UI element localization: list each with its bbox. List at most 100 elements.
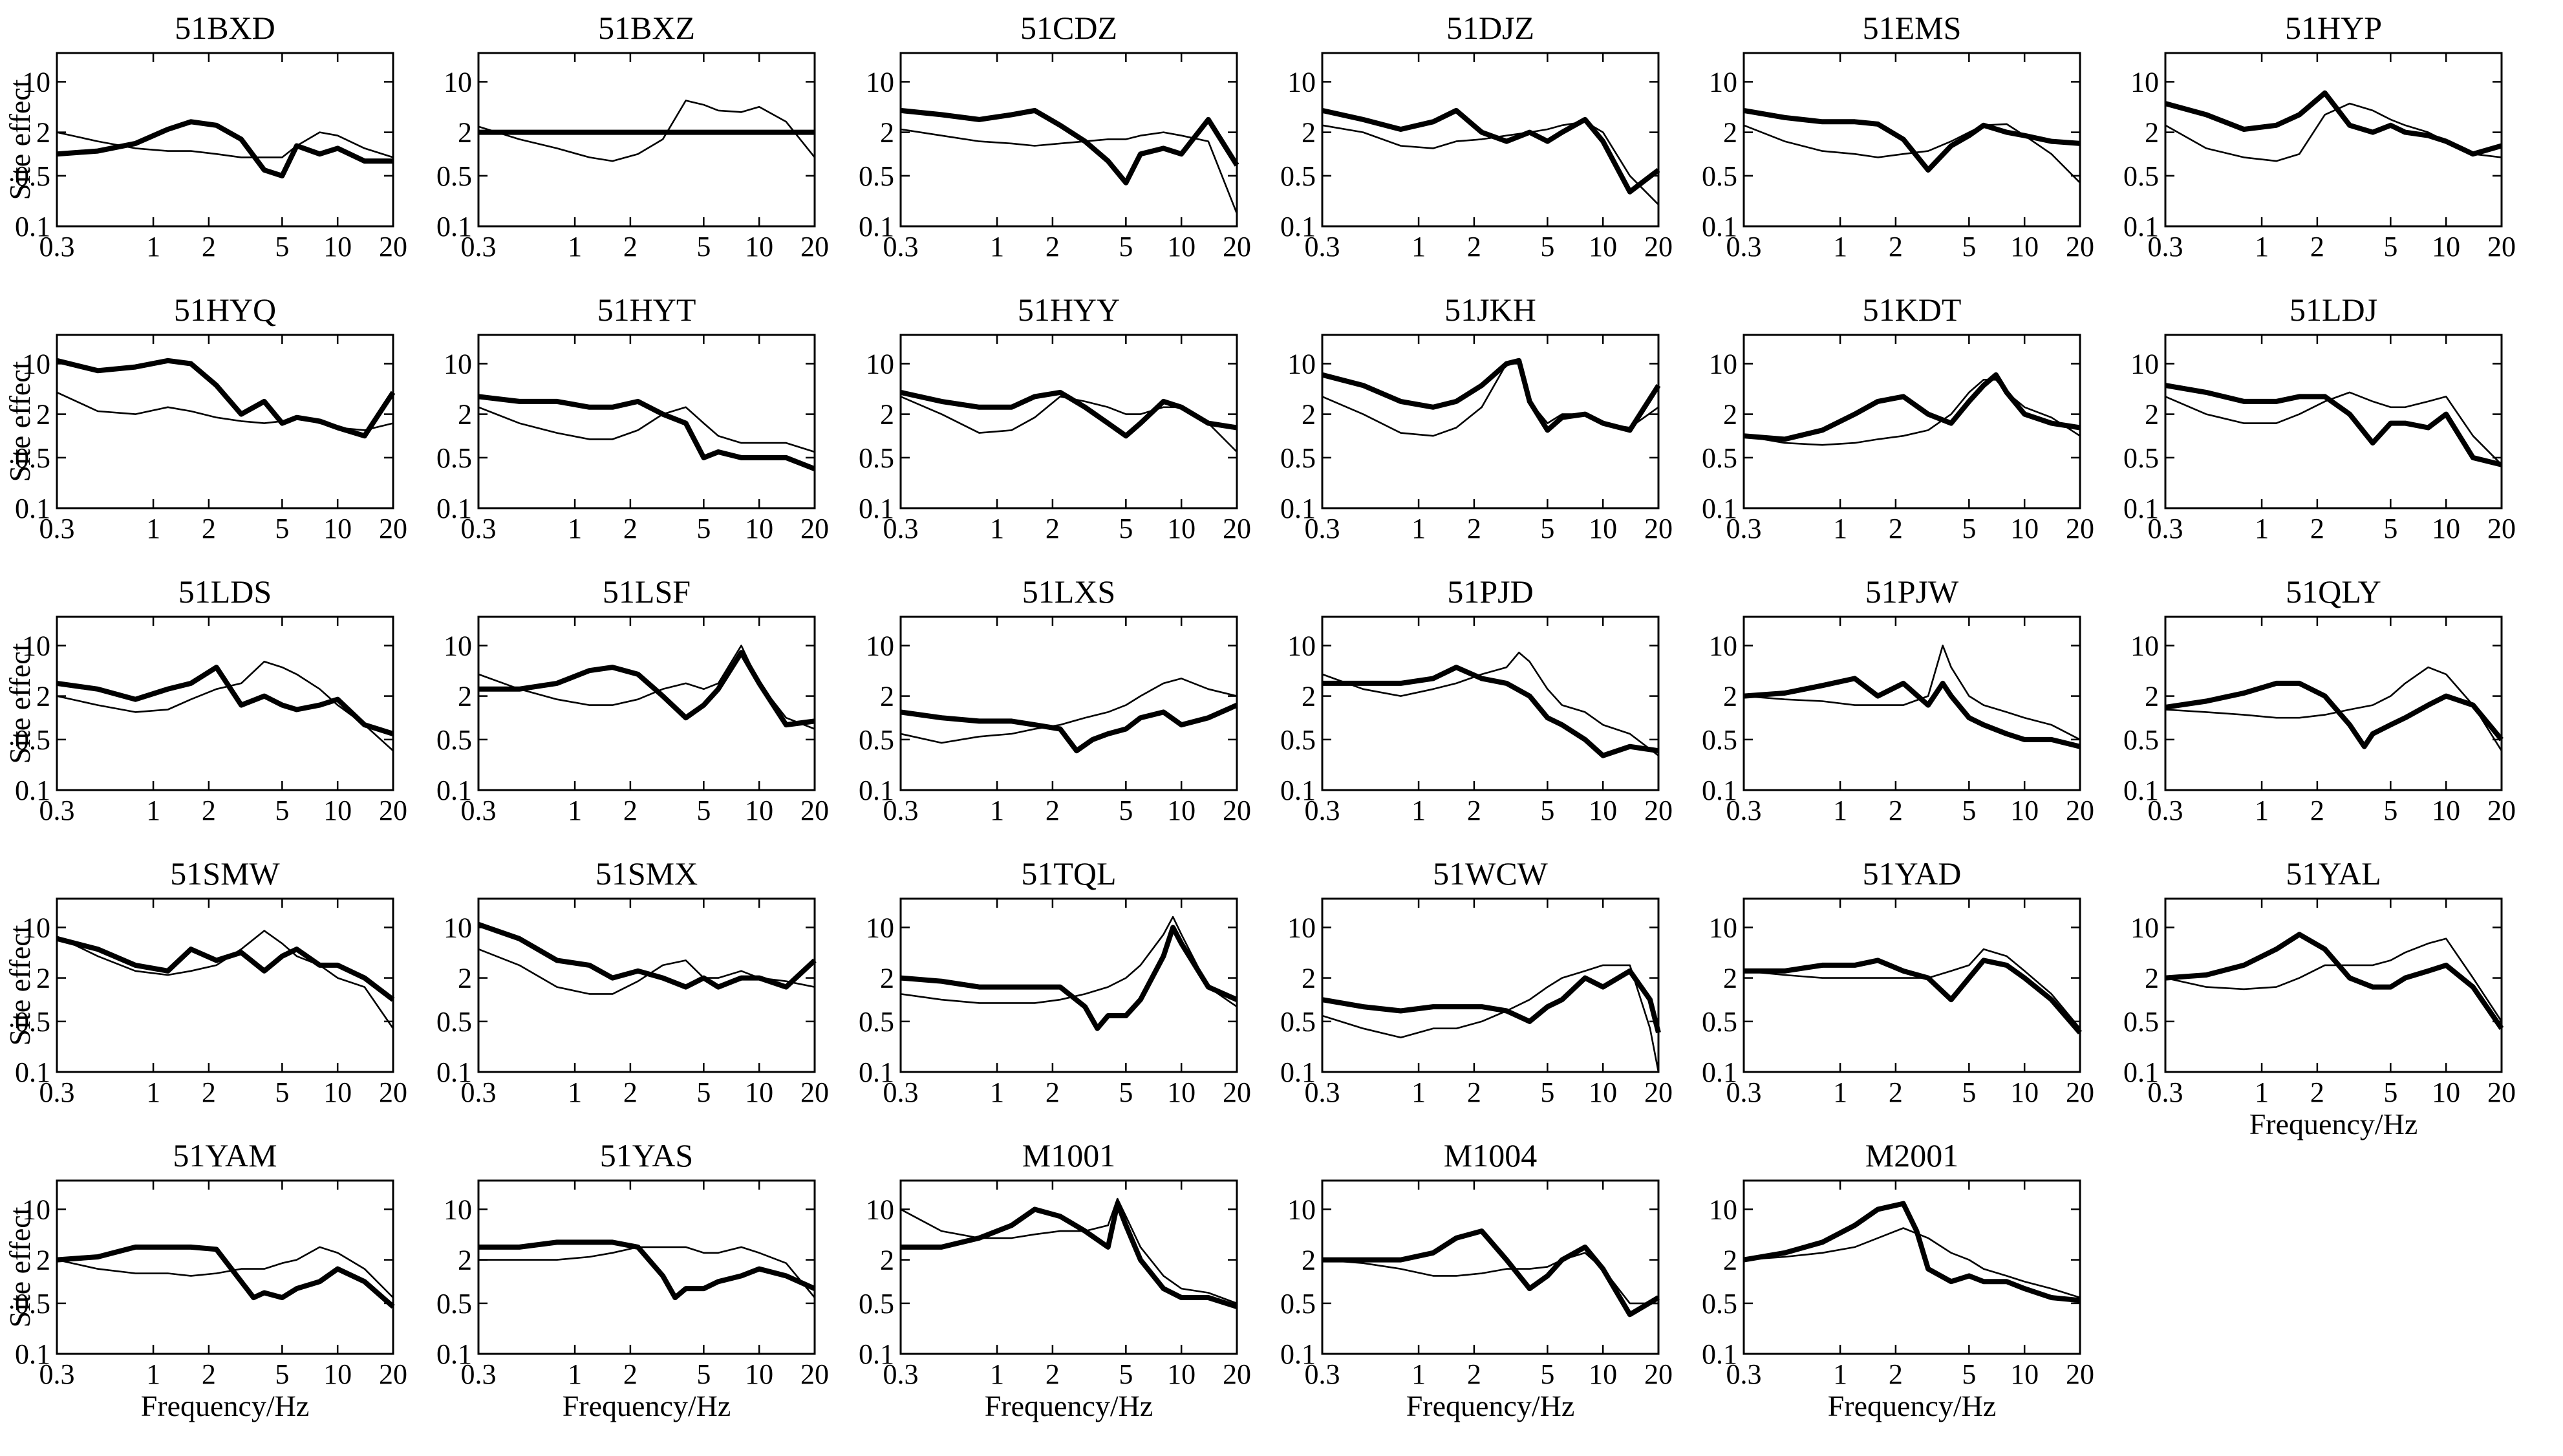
thin-series-line bbox=[478, 1246, 816, 1298]
plot-frame bbox=[477, 1179, 816, 1355]
y-tick-label: 10 bbox=[22, 630, 50, 661]
panel-51cdz: 51CDZ 0.3 1 2 5 10 20 0.1 0.5 2 10 bbox=[859, 10, 1251, 262]
y-tick-label: 0.5 bbox=[436, 442, 472, 474]
panel-title: 51YAS bbox=[600, 1137, 693, 1173]
x-tick-label: 5 bbox=[1540, 1076, 1554, 1108]
x-tick-label: 0.3 bbox=[39, 1358, 75, 1390]
y-tick-label: 10 bbox=[2130, 912, 2159, 943]
x-tick-label: 0.3 bbox=[461, 231, 497, 262]
x-tick-label: 5 bbox=[696, 513, 711, 544]
y-tick-label: 2 bbox=[880, 1245, 894, 1276]
y-tick-label: 2 bbox=[880, 399, 894, 431]
y-axis-label: Site effect bbox=[3, 361, 36, 482]
x-tick-label: 0.3 bbox=[39, 231, 75, 262]
thin-series-line bbox=[1743, 123, 2081, 184]
x-tick-label: 10 bbox=[1589, 1076, 1617, 1108]
x-tick-label: 0.3 bbox=[39, 795, 75, 826]
panel-51lxs: 51LXS 0.3 1 2 5 10 20 0.1 0.5 2 10 bbox=[859, 573, 1251, 826]
x-tick-label: 5 bbox=[2383, 795, 2397, 826]
y-axis-label: Site effect bbox=[3, 1206, 36, 1327]
x-tick-label: 20 bbox=[2487, 1076, 2516, 1108]
y-tick-label: 0.1 bbox=[436, 1338, 472, 1370]
thin-series-line bbox=[2165, 937, 2503, 1022]
y-tick-label: 2 bbox=[2145, 399, 2159, 431]
plot-frame bbox=[477, 52, 816, 228]
x-tick-label: 10 bbox=[1167, 231, 1196, 262]
x-tick-label: 10 bbox=[323, 231, 352, 262]
y-tick-label: 2 bbox=[880, 681, 894, 712]
panel-51wcw: 51WCW 0.3 1 2 5 10 20 0.1 0.5 2 10 bbox=[1280, 855, 1673, 1108]
panel-title: 51CDZ bbox=[1020, 10, 1117, 46]
thick-series-line bbox=[56, 936, 395, 1002]
x-tick-label: 10 bbox=[745, 1358, 773, 1390]
y-tick-label: 0.1 bbox=[1280, 775, 1316, 806]
x-tick-label: 5 bbox=[1119, 795, 1133, 826]
x-tick-label: 5 bbox=[275, 795, 289, 826]
plot-frame bbox=[899, 897, 1238, 1073]
plot-frame bbox=[477, 616, 816, 791]
x-tick-label: 0.3 bbox=[1305, 513, 1340, 544]
x-tick-label: 1 bbox=[568, 1076, 582, 1108]
x-tick-label: 10 bbox=[1589, 795, 1617, 826]
x-tick-label: 1 bbox=[146, 231, 160, 262]
x-tick-label: 20 bbox=[2066, 1076, 2094, 1108]
y-tick-label: 2 bbox=[458, 1245, 472, 1276]
plot-frame bbox=[56, 334, 394, 509]
panel-m1001: M1001 0.3 1 2 5 10 20 0.1 0.5 2 10 Frequency/Hz bbox=[859, 1137, 1251, 1422]
x-tick-label: 5 bbox=[1540, 1358, 1554, 1390]
panel-title: 51SMX bbox=[595, 855, 698, 892]
panel-51ems: 51EMS 0.3 1 2 5 10 20 0.1 0.5 2 10 bbox=[1702, 10, 2094, 262]
x-tick-label: 20 bbox=[379, 1358, 407, 1390]
thick-series-line bbox=[1743, 676, 2081, 749]
y-tick-label: 0.1 bbox=[15, 493, 50, 524]
x-tick-label: 10 bbox=[1167, 513, 1196, 544]
x-tick-label: 5 bbox=[275, 1358, 289, 1390]
x-tick-label: 5 bbox=[1119, 513, 1133, 544]
y-tick-label: 0.1 bbox=[1280, 1056, 1316, 1088]
x-tick-label: 5 bbox=[1540, 795, 1554, 826]
y-tick-label: 2 bbox=[1302, 117, 1316, 149]
x-tick-label: 2 bbox=[623, 1358, 638, 1390]
x-tick-label: 0.3 bbox=[1726, 231, 1762, 262]
panel-51tql: 51TQL 0.3 1 2 5 10 20 0.1 0.5 2 10 bbox=[859, 855, 1251, 1108]
x-tick-label: 10 bbox=[2432, 795, 2460, 826]
x-tick-label: 5 bbox=[1540, 513, 1554, 544]
thin-series-line bbox=[1743, 645, 2081, 741]
y-tick-label: 0.5 bbox=[1702, 160, 1737, 192]
x-tick-label: 5 bbox=[696, 231, 711, 262]
y-tick-label: 2 bbox=[36, 399, 50, 431]
panel-51qly: 51QLY 0.3 1 2 5 10 20 0.1 0.5 2 10 bbox=[2123, 573, 2516, 826]
x-tick-label: 10 bbox=[2010, 1076, 2039, 1108]
x-tick-label: 0.3 bbox=[1726, 513, 1762, 544]
panel-51yal: 51YAL 0.3 1 2 5 10 20 0.1 0.5 2 10 Frequency/Hz bbox=[2123, 855, 2516, 1140]
panel-51yas: 51YAS 0.3 1 2 5 10 20 0.1 0.5 2 10 Frequency/Hz bbox=[436, 1137, 829, 1422]
x-tick-label: 20 bbox=[800, 795, 829, 826]
y-tick-label: 0.1 bbox=[859, 1338, 894, 1370]
x-tick-label: 1 bbox=[1833, 231, 1847, 262]
y-tick-label: 0.5 bbox=[1280, 1288, 1316, 1320]
thick-series-line bbox=[1322, 968, 1661, 1034]
panel-51pjd: 51PJD 0.3 1 2 5 10 20 0.1 0.5 2 10 bbox=[1280, 573, 1673, 826]
y-tick-label: 0.5 bbox=[2123, 1006, 2159, 1038]
y-tick-label: 0.1 bbox=[2123, 1056, 2159, 1088]
thin-series-line bbox=[56, 391, 394, 431]
y-tick-label: 0.5 bbox=[1280, 160, 1316, 192]
x-tick-label: 20 bbox=[1644, 231, 1673, 262]
x-tick-label: 0.3 bbox=[1305, 795, 1340, 826]
plot-frame bbox=[899, 334, 1238, 509]
x-tick-label: 10 bbox=[2432, 231, 2460, 262]
y-tick-label: 0.1 bbox=[15, 211, 50, 242]
y-tick-label: 0.1 bbox=[2123, 493, 2159, 524]
x-tick-label: 1 bbox=[146, 1358, 160, 1390]
x-tick-label: 10 bbox=[323, 513, 352, 544]
plot-frame bbox=[1321, 334, 1660, 509]
x-tick-label: 0.3 bbox=[1726, 1358, 1762, 1390]
y-tick-label: 10 bbox=[1287, 630, 1316, 661]
y-tick-label: 2 bbox=[1302, 399, 1316, 431]
x-tick-label: 5 bbox=[2383, 1076, 2397, 1108]
y-tick-label: 0.5 bbox=[436, 160, 472, 192]
x-axis-label: Frequency/Hz bbox=[2249, 1108, 2418, 1140]
thin-series-line bbox=[2165, 391, 2502, 466]
x-tick-label: 10 bbox=[323, 1076, 352, 1108]
